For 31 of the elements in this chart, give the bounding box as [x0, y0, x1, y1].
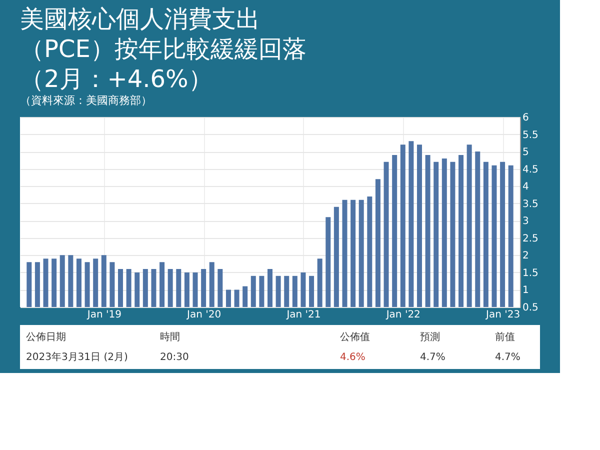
- text: 20:30: [160, 352, 189, 363]
- y-tick-label: 5: [522, 147, 529, 158]
- text: 4.7%: [495, 352, 520, 363]
- text: 2023年3月31日 (2月): [26, 351, 128, 363]
- y-tick-label: 0.5: [522, 302, 538, 314]
- text: 美國核心個人消費支出: [20, 5, 260, 33]
- text: 4.7%: [420, 352, 446, 363]
- x-tick-label: Jan '19: [86, 310, 122, 320]
- text: 預測: [420, 331, 440, 343]
- x-tick-label: Jan '22: [385, 310, 420, 320]
- x-tick-label: Jan '21: [286, 310, 321, 320]
- text: （資料來源：美國商務部）: [20, 94, 152, 107]
- text: 前值: [495, 331, 515, 343]
- text: 時間: [160, 331, 180, 343]
- text: 公佈日期: [26, 331, 66, 343]
- y-tick-label: 4: [522, 182, 529, 193]
- x-tick-label: Jan '20: [186, 310, 222, 320]
- x-tick-label: Jan '23: [485, 310, 520, 320]
- y-tick-label: 2.5: [522, 233, 538, 244]
- text: （PCE）按年比較緩緩回落: [20, 35, 306, 63]
- y-tick-label: 1: [522, 285, 529, 296]
- y-tick-label: 5.5: [522, 130, 538, 141]
- y-tick-label: 1.5: [522, 268, 538, 279]
- text: 公佈值: [340, 331, 370, 343]
- y-tick-label: 2: [522, 250, 529, 262]
- text: 4.6%: [340, 352, 366, 363]
- text: （2月：+4.6%）: [20, 65, 212, 93]
- y-tick-label: 3: [522, 216, 529, 228]
- y-tick-label: 4.5: [522, 164, 538, 176]
- y-tick-label: 6: [522, 112, 529, 124]
- y-tick-label: 3.5: [522, 198, 538, 210]
